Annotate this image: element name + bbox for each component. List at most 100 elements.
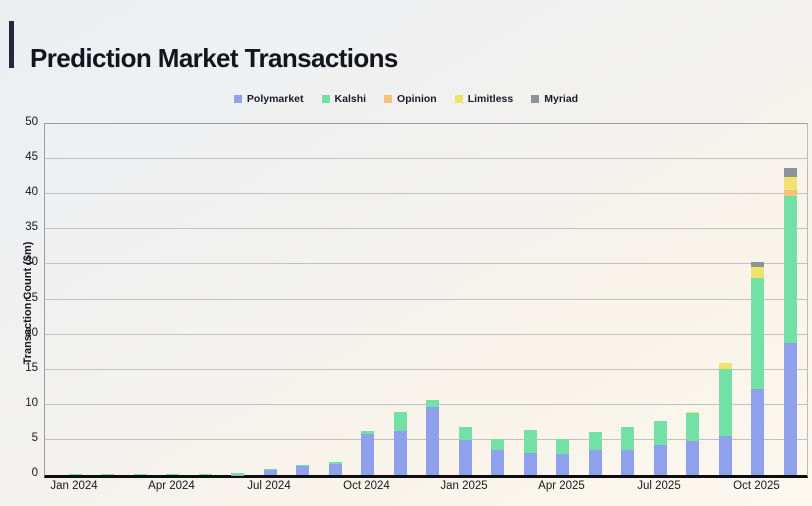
bar-segment-polymarket xyxy=(523,452,537,475)
bar-segment-polymarket xyxy=(361,434,374,475)
legend-label-opinion: Opinion xyxy=(397,93,437,105)
bar-segment-limitless xyxy=(751,266,764,278)
bar-segment-limitless xyxy=(718,362,732,369)
x-tick-label: Jul 2024 xyxy=(247,480,291,492)
gridline xyxy=(45,263,807,265)
legend-swatch-limitless xyxy=(454,95,463,103)
legend-item-polymarket: Polymarket xyxy=(233,93,304,105)
legend-label-kalshi: Kalshi xyxy=(334,93,367,105)
bar-stack xyxy=(621,426,634,475)
bar-segment-polymarket xyxy=(393,430,407,475)
legend-swatch-opinion xyxy=(384,95,393,103)
bar-stack xyxy=(328,462,342,475)
bar-segment-kalshi xyxy=(556,438,569,454)
bar-stack xyxy=(783,168,797,475)
bar-stack xyxy=(426,399,439,475)
bar-segment-kalshi xyxy=(458,427,472,440)
y-tick-label: 50 xyxy=(25,116,38,128)
chart-legend: Polymarket Kalshi Opinion Limitless Myriad xyxy=(0,93,812,105)
y-tick-label: 25 xyxy=(25,291,38,304)
bar-segment-polymarket xyxy=(458,439,472,475)
bar-stack xyxy=(361,430,374,475)
bar-segment-myriad xyxy=(783,168,797,178)
bar-segment-kalshi xyxy=(263,468,277,470)
legend-item-myriad: Myriad xyxy=(531,93,578,105)
legend-item-opinion: Opinion xyxy=(384,93,437,105)
bar-stack xyxy=(393,411,407,475)
bar-segment-kalshi xyxy=(653,420,667,445)
bar-stack xyxy=(231,472,244,475)
bar-stack xyxy=(686,412,699,475)
bar-stack xyxy=(68,473,82,475)
legend-label-polymarket: Polymarket xyxy=(246,93,304,105)
bar-stack xyxy=(166,473,179,475)
bar-segment-kalshi xyxy=(588,432,602,451)
bar-stack xyxy=(588,432,602,475)
gridline xyxy=(45,193,807,195)
bar-segment-kalshi xyxy=(686,413,699,441)
bar-segment-polymarket xyxy=(328,463,342,475)
gridline xyxy=(45,333,807,335)
bar-segment-kalshi xyxy=(101,473,114,475)
bar-segment-limitless xyxy=(783,177,797,191)
bar-segment-polymarket xyxy=(556,453,569,475)
bar-segment-polymarket xyxy=(588,450,602,475)
bar-segment-kalshi xyxy=(393,411,407,431)
x-tick-label: Oct 2025 xyxy=(733,480,780,492)
bar-stack xyxy=(133,473,147,475)
bar-segment-kalshi xyxy=(68,473,82,475)
y-tick-label: 40 xyxy=(25,186,38,199)
y-tick-label: 15 xyxy=(25,361,38,374)
bar-segment-kalshi xyxy=(491,439,504,451)
gridline xyxy=(45,368,807,370)
y-tick-label: 30 xyxy=(25,256,38,269)
gridline xyxy=(45,228,807,230)
y-tick-label: 5 xyxy=(31,431,38,444)
bar-segment-opinion xyxy=(783,190,797,197)
bar-segment-myriad xyxy=(751,261,764,267)
y-tick-label: 10 xyxy=(25,396,38,409)
bar-segment-kalshi xyxy=(426,399,439,407)
legend-item-limitless: Limitless xyxy=(454,93,514,105)
legend-item-kalshi: Kalshi xyxy=(321,93,367,105)
bar-stack xyxy=(751,261,764,475)
legend-label-limitless: Limitless xyxy=(467,93,514,105)
page-title: Prediction Market Transactions xyxy=(30,43,398,74)
bar-segment-polymarket xyxy=(751,389,764,475)
title-accent-bar xyxy=(9,21,14,68)
bar-segment-kalshi xyxy=(328,462,342,464)
bar-stack xyxy=(653,420,667,475)
bar-stack xyxy=(718,362,732,475)
x-tick-label: Oct 2024 xyxy=(343,480,390,492)
y-tick-label: 20 xyxy=(25,326,38,339)
bar-segment-polymarket xyxy=(296,466,309,475)
bar-segment-polymarket xyxy=(653,444,667,475)
x-tick-label: Jan 2025 xyxy=(440,480,488,492)
x-tick-label: Apr 2025 xyxy=(538,480,585,492)
bar-segment-polymarket xyxy=(621,449,634,475)
legend-swatch-polymarket xyxy=(233,95,242,103)
gridline xyxy=(45,158,807,160)
bar-stack xyxy=(458,427,472,475)
y-tick-label: 35 xyxy=(25,221,38,234)
bar-segment-kalshi xyxy=(296,464,309,467)
bar-segment-kalshi xyxy=(133,473,147,475)
bar-segment-polymarket xyxy=(718,436,732,475)
bar-segment-polymarket xyxy=(783,343,797,475)
y-tick-label: 45 xyxy=(25,151,38,164)
plot-area xyxy=(44,123,808,478)
x-tick-label: Jan 2024 xyxy=(50,480,98,492)
gridline xyxy=(45,298,807,300)
bar-segment-kalshi xyxy=(783,196,797,344)
bar-segment-kalshi xyxy=(718,369,732,437)
bar-stack xyxy=(491,439,504,475)
bar-segment-kalshi xyxy=(231,472,244,475)
bar-segment-kalshi xyxy=(523,430,537,453)
x-tick-label: Apr 2024 xyxy=(148,480,195,492)
bar-segment-kalshi xyxy=(361,430,374,435)
bar-segment-kalshi xyxy=(198,473,212,475)
bar-segment-kalshi xyxy=(751,277,764,390)
legend-swatch-myriad xyxy=(531,95,540,103)
bar-stack xyxy=(101,473,114,475)
x-tick-label: Jul 2025 xyxy=(637,480,681,492)
